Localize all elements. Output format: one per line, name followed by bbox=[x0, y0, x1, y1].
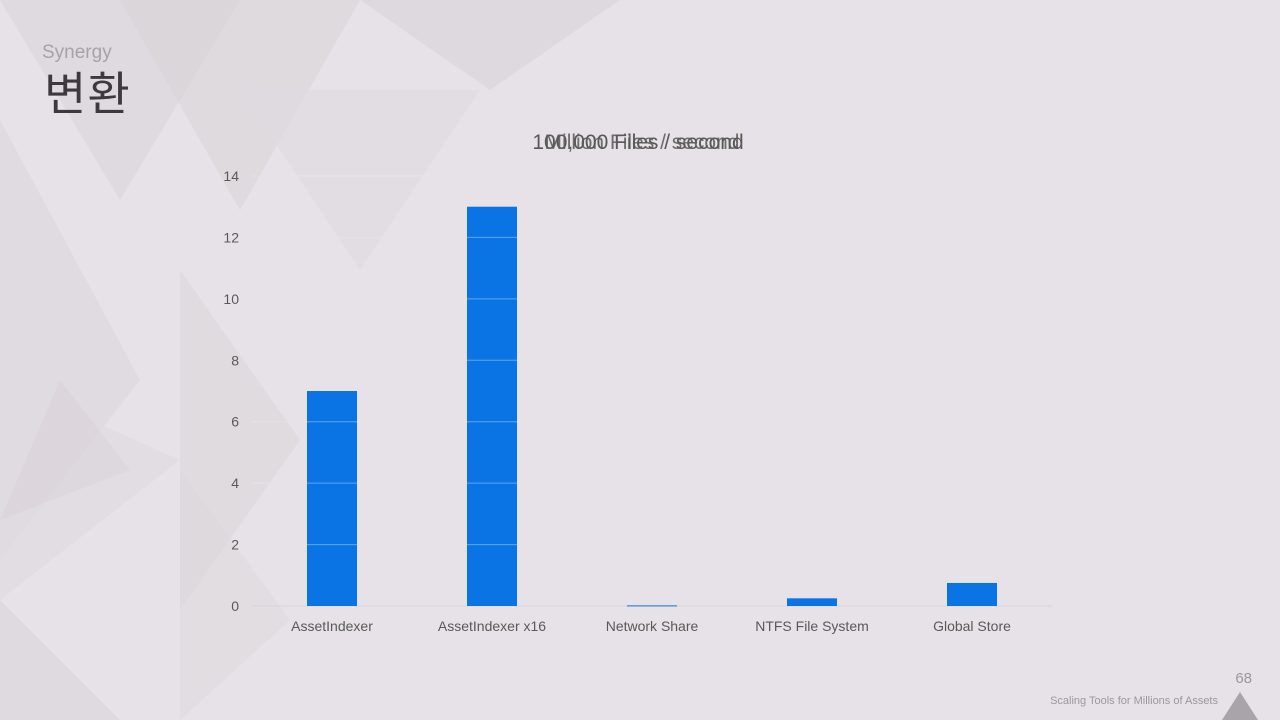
slide-subtitle: Synergy bbox=[42, 42, 112, 63]
chart-title-2: Million Files / second bbox=[544, 131, 740, 154]
page-number: 68 bbox=[1235, 670, 1252, 687]
x-tick-label: NTFS File System bbox=[755, 618, 869, 634]
y-tick-label: 6 bbox=[231, 414, 239, 430]
y-tick-label: 2 bbox=[231, 537, 239, 553]
y-tick-label: 14 bbox=[223, 168, 239, 184]
bar-assetindexer bbox=[307, 391, 357, 606]
bar-assetindexer-x16 bbox=[467, 206, 517, 606]
bar-global-store bbox=[947, 582, 997, 606]
y-tick-label: 0 bbox=[231, 598, 239, 614]
bar-ntfs-file-system bbox=[787, 598, 837, 606]
corner-triangle-icon bbox=[1222, 692, 1258, 720]
slide-title: 변환 bbox=[44, 67, 131, 121]
chart-title-1: 100,000 Files / second bbox=[532, 131, 744, 154]
x-tick-label: Network Share bbox=[606, 618, 699, 634]
x-tick-label: AssetIndexer bbox=[291, 618, 373, 634]
x-tick-label: Global Store bbox=[933, 618, 1011, 634]
x-tick-label: AssetIndexer x16 bbox=[438, 618, 546, 634]
y-tick-label: 4 bbox=[231, 475, 239, 491]
footer-text: Scaling Tools for Millions of Assets bbox=[1050, 695, 1218, 707]
y-tick-label: 10 bbox=[223, 291, 239, 307]
bar-network-share bbox=[627, 605, 677, 607]
y-tick-label: 8 bbox=[231, 352, 239, 368]
y-tick-label: 12 bbox=[223, 229, 239, 245]
